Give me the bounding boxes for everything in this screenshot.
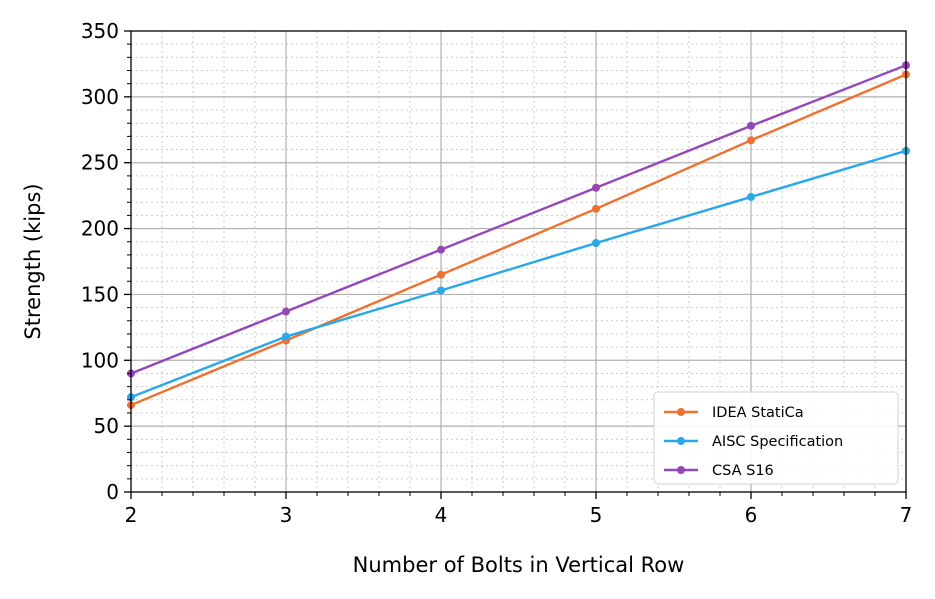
axis-ticks xyxy=(124,30,907,499)
legend-item-aisc-specification: AISC Specification xyxy=(664,434,843,450)
legend-swatch-marker xyxy=(677,466,685,474)
series-line-csa-s16 xyxy=(130,64,907,375)
series-line-aisc-specification xyxy=(130,149,907,399)
data-point-aisc-specification xyxy=(437,286,445,295)
data-point-idea-statica xyxy=(437,270,445,279)
x-tick-label: 6 xyxy=(745,503,758,527)
legend-item-idea-statica: IDEA StatiCa xyxy=(664,405,804,421)
x-tick-label: 4 xyxy=(435,503,448,527)
x-tick-label: 2 xyxy=(125,503,138,527)
legend-label: IDEA StatiCa xyxy=(712,405,804,421)
y-tick-label: 200 xyxy=(81,217,119,241)
y-tick-label: 150 xyxy=(81,282,119,306)
legend: IDEA StatiCa AISC Specification CSA S16 xyxy=(653,391,899,485)
y-tick-label: 0 xyxy=(106,480,119,504)
y-tick-label: 250 xyxy=(81,151,119,175)
legend-label: CSA S16 xyxy=(712,463,774,479)
major-gridlines xyxy=(131,31,906,492)
data-point-idea-statica xyxy=(592,204,600,213)
x-tick-label: 7 xyxy=(900,503,913,527)
data-point-aisc-specification xyxy=(747,192,755,201)
y-tick-label: 300 xyxy=(81,85,119,109)
plot-frame xyxy=(130,30,907,493)
y-tick-label: 350 xyxy=(81,19,119,43)
y-axis-label: Strength (kips) xyxy=(21,183,45,339)
data-point-csa-s16 xyxy=(282,307,290,316)
series-line-idea-statica xyxy=(130,73,907,407)
x-tick-label: 3 xyxy=(280,503,293,527)
legend-item-csa-s16: CSA S16 xyxy=(664,463,774,479)
series-idea-statica xyxy=(127,70,910,410)
y-tick-label: 100 xyxy=(81,348,119,372)
data-point-csa-s16 xyxy=(437,245,445,254)
data-point-aisc-specification xyxy=(282,332,290,341)
y-tick-label: 50 xyxy=(94,414,119,438)
data-point-idea-statica xyxy=(747,136,755,145)
data-point-csa-s16 xyxy=(592,183,600,192)
legend-label: AISC Specification xyxy=(712,434,843,450)
x-tick-label: 5 xyxy=(590,503,603,527)
data-point-csa-s16 xyxy=(747,121,755,130)
x-axis-label: Number of Bolts in Vertical Row xyxy=(353,553,685,577)
legend-swatch-marker xyxy=(677,408,685,416)
legend-box xyxy=(653,391,899,485)
data-point-aisc-specification xyxy=(592,239,600,248)
tick-labels: 2 3 4 5 6 7 0 50 100 150 200 250 300 350 xyxy=(81,19,913,527)
legend-swatch-marker xyxy=(677,437,685,445)
series-layer xyxy=(127,61,910,410)
